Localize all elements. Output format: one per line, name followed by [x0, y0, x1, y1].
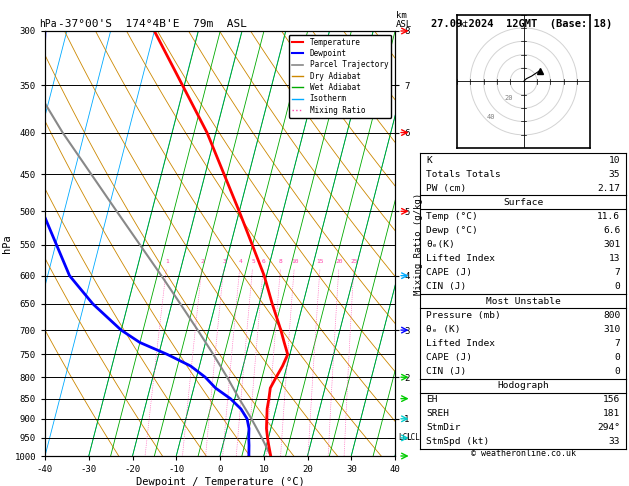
- Text: 10: 10: [291, 259, 298, 264]
- Text: EH: EH: [426, 395, 438, 404]
- Text: hPa: hPa: [39, 18, 57, 29]
- Text: 181: 181: [603, 409, 620, 418]
- Y-axis label: hPa: hPa: [2, 234, 12, 253]
- Text: 8: 8: [279, 259, 282, 264]
- Text: 27.09.2024  12GMT  (Base: 18): 27.09.2024 12GMT (Base: 18): [431, 18, 612, 29]
- Text: 10: 10: [609, 156, 620, 165]
- Text: 294°: 294°: [598, 423, 620, 433]
- Text: 0: 0: [615, 282, 620, 292]
- Text: Surface: Surface: [503, 198, 543, 207]
- Text: 20: 20: [505, 95, 513, 101]
- Text: 310: 310: [603, 325, 620, 334]
- Text: LCL: LCL: [399, 434, 413, 442]
- Text: 6: 6: [262, 259, 265, 264]
- Text: 1: 1: [165, 259, 169, 264]
- Text: StmSpd (kt): StmSpd (kt): [426, 437, 489, 447]
- Text: 7: 7: [615, 268, 620, 278]
- Text: LCL: LCL: [406, 434, 420, 442]
- Text: © weatheronline.co.uk: © weatheronline.co.uk: [471, 449, 576, 458]
- Text: StmDir: StmDir: [426, 423, 461, 433]
- Text: 0: 0: [615, 353, 620, 362]
- Text: kt: kt: [460, 20, 469, 29]
- Text: SREH: SREH: [426, 409, 449, 418]
- Text: Hodograph: Hodograph: [498, 381, 549, 390]
- Text: 13: 13: [609, 254, 620, 263]
- Text: θₑ (K): θₑ (K): [426, 325, 461, 334]
- Text: CAPE (J): CAPE (J): [426, 268, 472, 278]
- Text: -37°00'S  174°4B'E  79m  ASL: -37°00'S 174°4B'E 79m ASL: [58, 18, 247, 29]
- Text: 6.6: 6.6: [603, 226, 620, 235]
- Text: 800: 800: [603, 311, 620, 320]
- Text: CIN (J): CIN (J): [426, 367, 467, 376]
- Text: CAPE (J): CAPE (J): [426, 353, 472, 362]
- Text: 20: 20: [335, 259, 343, 264]
- Text: 40: 40: [486, 114, 495, 120]
- Text: 2: 2: [201, 259, 204, 264]
- Text: K: K: [426, 156, 432, 165]
- Text: Lifted Index: Lifted Index: [426, 339, 496, 348]
- Text: 25: 25: [350, 259, 358, 264]
- Text: Totals Totals: Totals Totals: [426, 170, 501, 179]
- Text: km
ASL: km ASL: [396, 11, 412, 29]
- Text: Dewp (°C): Dewp (°C): [426, 226, 478, 235]
- Text: PW (cm): PW (cm): [426, 184, 467, 193]
- Text: CIN (J): CIN (J): [426, 282, 467, 292]
- Text: Temp (°C): Temp (°C): [426, 212, 478, 221]
- Text: 0: 0: [615, 367, 620, 376]
- Text: 35: 35: [609, 170, 620, 179]
- X-axis label: Dewpoint / Temperature (°C): Dewpoint / Temperature (°C): [136, 477, 304, 486]
- Text: 2.17: 2.17: [598, 184, 620, 193]
- Text: 301: 301: [603, 240, 620, 249]
- Text: Pressure (mb): Pressure (mb): [426, 311, 501, 320]
- Text: 15: 15: [316, 259, 324, 264]
- Text: 5: 5: [251, 259, 255, 264]
- Text: 33: 33: [609, 437, 620, 447]
- Text: 156: 156: [603, 395, 620, 404]
- Text: 7: 7: [615, 339, 620, 348]
- Text: 11.6: 11.6: [598, 212, 620, 221]
- Text: 4: 4: [238, 259, 242, 264]
- Text: Most Unstable: Most Unstable: [486, 296, 560, 306]
- Text: Lifted Index: Lifted Index: [426, 254, 496, 263]
- Y-axis label: Mixing Ratio (g/kg): Mixing Ratio (g/kg): [414, 192, 423, 295]
- Legend: Temperature, Dewpoint, Parcel Trajectory, Dry Adiabat, Wet Adiabat, Isotherm, Mi: Temperature, Dewpoint, Parcel Trajectory…: [289, 35, 391, 118]
- Text: 3: 3: [222, 259, 226, 264]
- Text: θₑ(K): θₑ(K): [426, 240, 455, 249]
